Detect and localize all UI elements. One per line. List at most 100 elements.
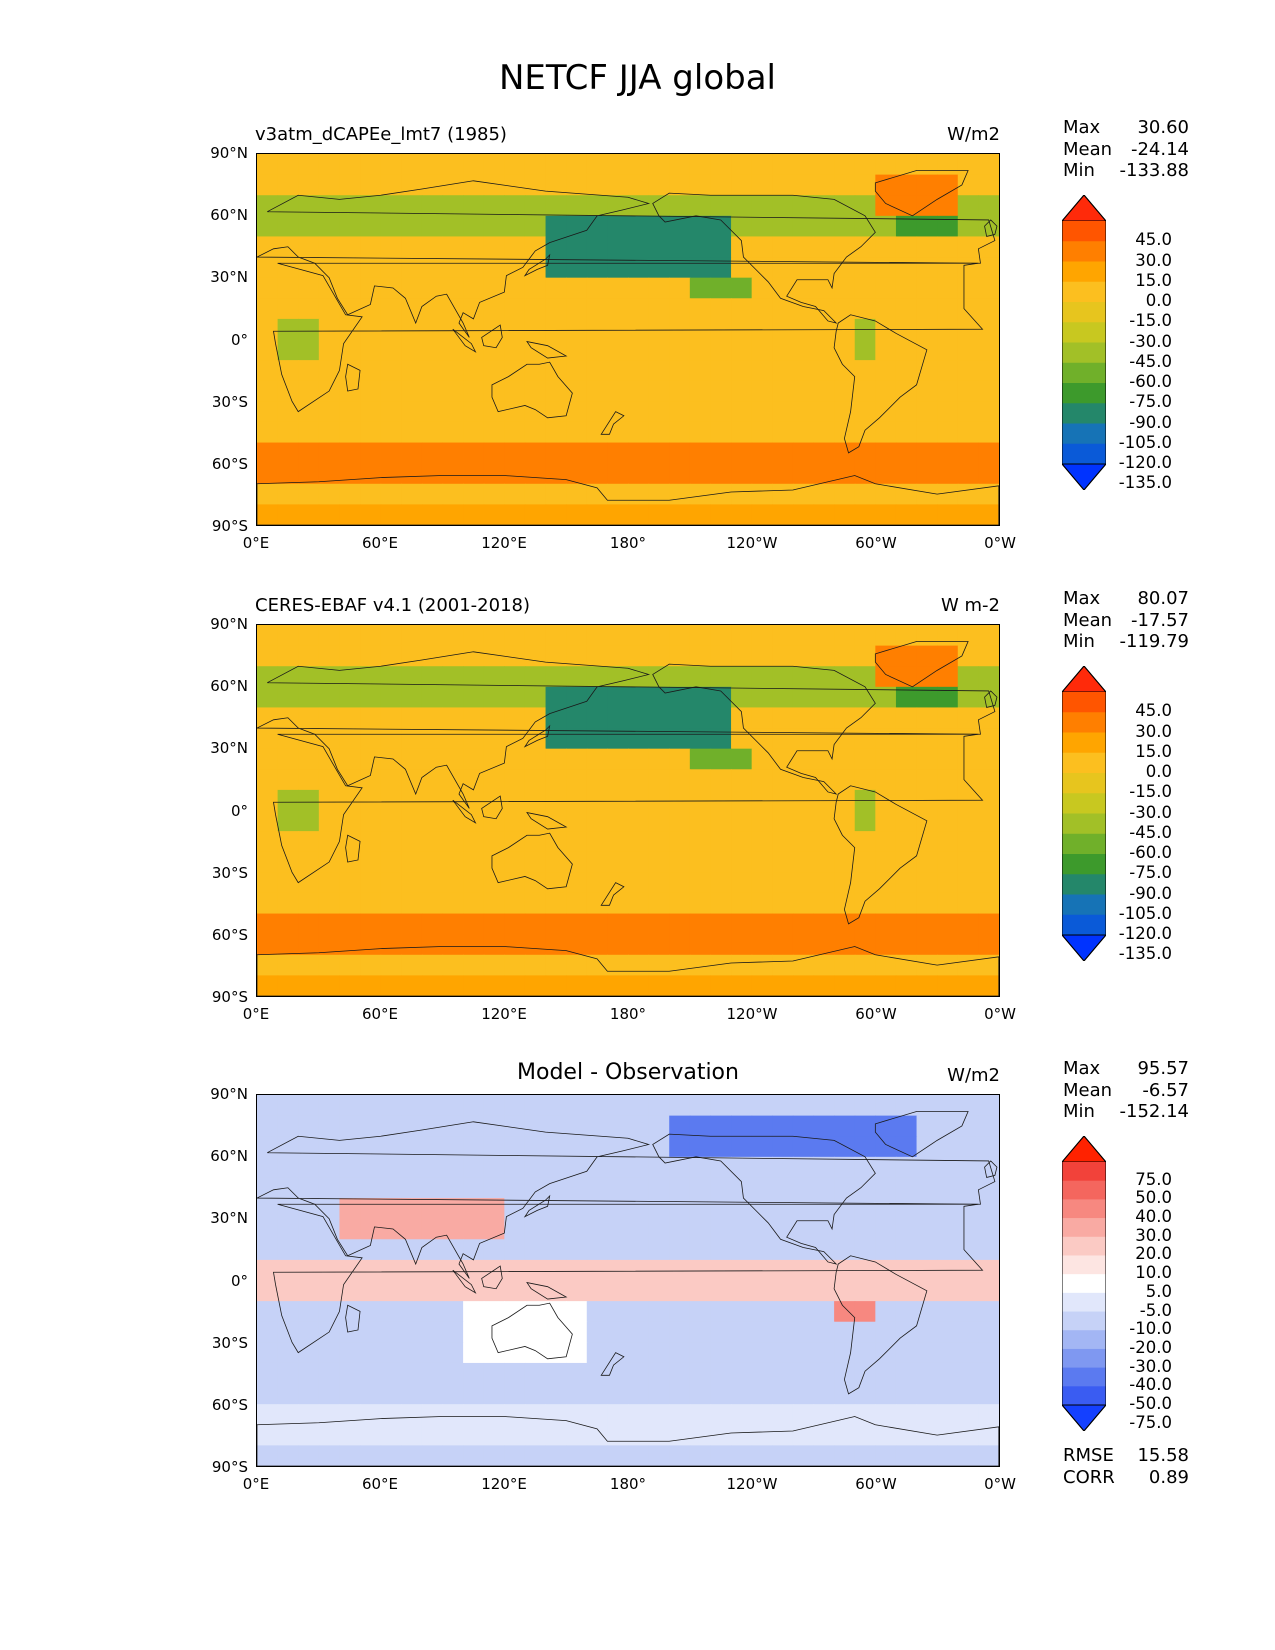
field-cell — [751, 1239, 773, 1261]
field-cell — [916, 360, 938, 382]
field-cell — [648, 154, 670, 176]
field-cell — [277, 769, 299, 791]
field-cell — [442, 1280, 464, 1302]
colorbar-tick-label: -10.0 — [1129, 1319, 1172, 1339]
field-cell — [421, 504, 444, 525]
field-cell — [380, 504, 402, 525]
field-cell — [380, 215, 402, 238]
field-cell — [772, 728, 794, 750]
field-cell — [731, 257, 753, 279]
field-cell — [607, 154, 629, 176]
colorbar-tick-label: -105.0 — [1118, 432, 1172, 452]
field-cell — [813, 277, 835, 299]
field-cell — [937, 975, 959, 996]
field-cell — [318, 913, 341, 935]
field-cell — [875, 463, 897, 485]
field-cell — [895, 645, 918, 667]
field-cell — [937, 421, 959, 444]
field-cell — [772, 645, 794, 667]
field-cell — [957, 707, 979, 729]
field-cell — [401, 1136, 423, 1158]
field-cell — [421, 1156, 444, 1179]
field-cell — [586, 380, 608, 402]
field-cell — [298, 1259, 320, 1282]
field-cell — [731, 1177, 753, 1199]
field-cell — [710, 645, 732, 667]
field-cell — [360, 728, 382, 750]
field-cell — [380, 913, 402, 935]
coastline — [984, 690, 998, 708]
field-cell — [834, 1156, 856, 1179]
field-cell — [648, 318, 670, 341]
field-cell — [813, 934, 835, 956]
field-cell — [586, 298, 608, 320]
field-cell — [298, 934, 320, 956]
field-cell — [607, 360, 629, 382]
field-cell — [339, 810, 361, 832]
field-cell — [504, 872, 526, 894]
field-cell — [792, 892, 815, 915]
field-cell — [566, 1301, 588, 1323]
field-cell — [772, 1239, 794, 1261]
field-cell — [875, 625, 897, 647]
field-cell — [772, 954, 794, 976]
stat-label: Min — [1063, 160, 1095, 181]
field-cell — [710, 1156, 732, 1179]
field-cell — [504, 1342, 526, 1364]
field-cell — [566, 1362, 588, 1385]
field-cell — [442, 851, 464, 873]
field-cell — [648, 483, 670, 505]
field-cell — [978, 1445, 999, 1466]
field-cell — [401, 1321, 423, 1343]
field-cell — [442, 1156, 464, 1179]
field-cell — [318, 892, 341, 915]
field-cell — [875, 1218, 897, 1240]
field-cell — [463, 831, 485, 853]
field-cell — [731, 339, 753, 361]
field-cell — [689, 483, 712, 505]
field-cell — [731, 1218, 753, 1240]
field-cell — [483, 1177, 505, 1199]
field-cell — [895, 1383, 918, 1405]
field-cell — [545, 1115, 567, 1137]
field-cell — [689, 666, 712, 688]
field-cell — [504, 831, 526, 853]
field-cell — [854, 380, 876, 402]
field-cell — [298, 1445, 320, 1466]
field-cell — [648, 872, 670, 894]
field-cell — [648, 442, 670, 464]
field-cell — [648, 1321, 670, 1343]
field-cell — [772, 975, 794, 996]
field-cell — [257, 934, 279, 956]
field-cell — [257, 913, 279, 935]
field-cell — [731, 954, 753, 976]
field-cell — [380, 442, 402, 464]
field-cell — [978, 831, 999, 853]
field-cell — [937, 1321, 959, 1343]
field-cell — [463, 1156, 485, 1179]
field-cell — [524, 872, 547, 894]
field-cell — [834, 748, 856, 770]
field-cell — [277, 360, 299, 382]
field-cell — [318, 1301, 341, 1323]
field-cell — [483, 1136, 505, 1158]
field-cell — [401, 380, 423, 402]
field-cell — [937, 360, 959, 382]
lat-tick-label: 60°S — [211, 1395, 248, 1414]
field-cell — [607, 1115, 629, 1137]
field-cell — [401, 339, 423, 361]
field-cell — [401, 666, 423, 688]
field-cell — [421, 748, 444, 770]
field-cell — [318, 1136, 341, 1158]
field-cell — [483, 789, 505, 812]
field-cell — [298, 707, 320, 729]
field-cell — [751, 174, 773, 196]
colorbar-tick-label: 0.0 — [1145, 291, 1172, 310]
field-cell — [731, 1404, 753, 1426]
field-cell — [524, 1301, 547, 1323]
field-cell — [854, 954, 876, 976]
field-cell — [957, 892, 979, 915]
field-cell — [607, 215, 629, 238]
field-cell — [586, 789, 608, 812]
field-cell — [628, 1115, 650, 1137]
